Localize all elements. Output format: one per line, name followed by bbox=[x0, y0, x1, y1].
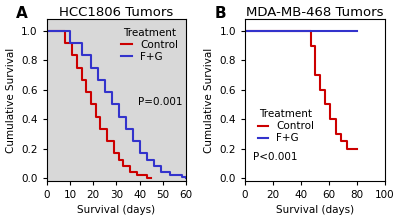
Title: HCC1806 Tumors: HCC1806 Tumors bbox=[59, 6, 174, 19]
Text: A: A bbox=[16, 6, 28, 21]
Text: B: B bbox=[214, 6, 226, 21]
Text: P=0.001: P=0.001 bbox=[138, 97, 182, 107]
X-axis label: Survival (days): Survival (days) bbox=[276, 206, 354, 215]
Text: P<0.001: P<0.001 bbox=[253, 152, 298, 162]
X-axis label: Survival (days): Survival (days) bbox=[77, 206, 156, 215]
Title: MDA-MB-468 Tumors: MDA-MB-468 Tumors bbox=[246, 6, 384, 19]
Legend: Control, F+G: Control, F+G bbox=[254, 106, 318, 147]
Legend: Control, F+G: Control, F+G bbox=[118, 24, 181, 65]
Y-axis label: Cumulative Survival: Cumulative Survival bbox=[204, 47, 214, 153]
Y-axis label: Cumulative Survival: Cumulative Survival bbox=[6, 47, 16, 153]
